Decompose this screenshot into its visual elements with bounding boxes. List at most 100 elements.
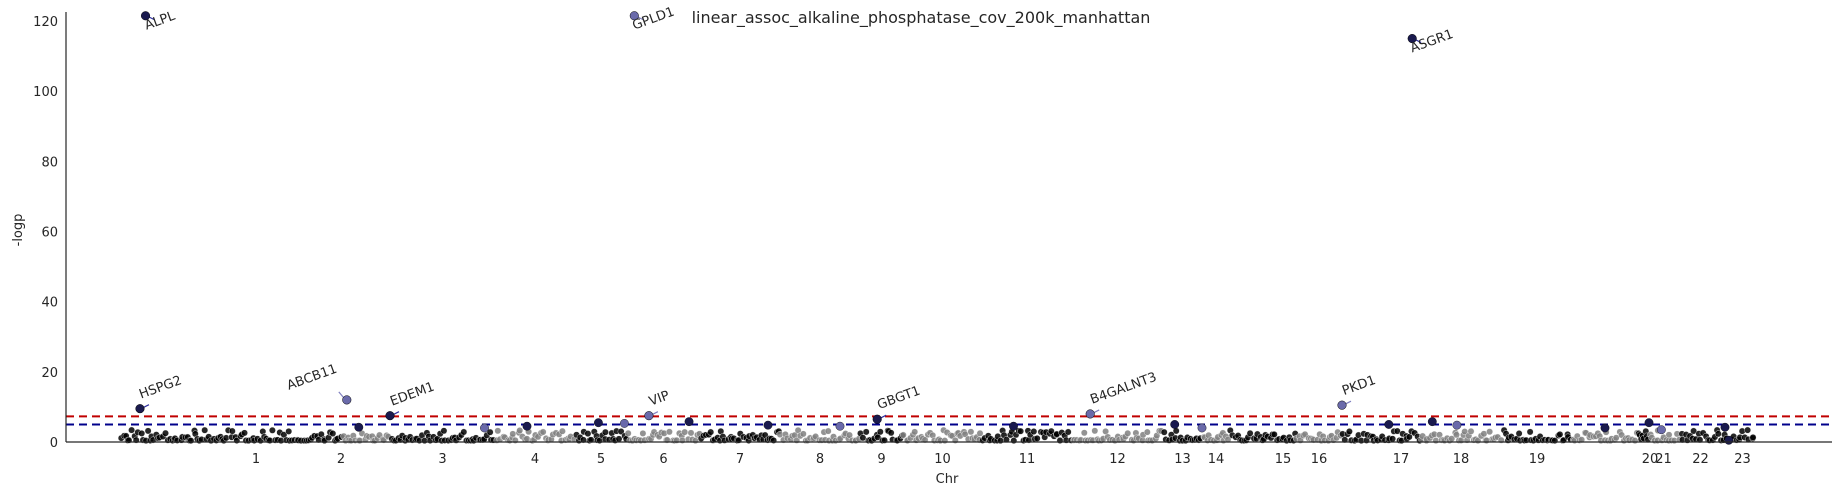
snp-point [1124,429,1132,437]
peak-point [1427,417,1437,427]
peak-point [620,419,629,428]
hit-point-gbgt1 [872,414,882,424]
snp-point [187,437,195,444]
peak-point [1600,423,1610,433]
snp-point [1080,429,1088,437]
x-tick-label-chr-23: 23 [1734,452,1751,467]
x-axis-label: Chr [936,472,959,487]
snp-point [494,427,502,435]
x-tick-label-chr-9: 9 [877,452,885,467]
snp-point [128,426,136,434]
hit-point-hspg2 [135,404,145,414]
snp-point [486,428,494,436]
snp-point [1246,429,1254,437]
x-tick-label-chr-15: 15 [1275,452,1292,467]
x-tick-label-chr-1: 1 [252,452,260,467]
snp-point [911,428,919,436]
peak-point [594,418,603,428]
snp-point [138,429,146,437]
peak-point [1384,420,1394,429]
snp-point [997,437,1004,444]
x-tick-label-chr-2: 2 [337,452,345,467]
snp-point [1631,437,1639,444]
snp-point [824,427,832,435]
snp-point [624,429,632,437]
snp-point [1346,428,1353,435]
annotation-arrow [338,391,345,399]
x-tick-label-chr-13: 13 [1174,452,1191,467]
snp-point [1578,436,1586,444]
gene-label-edem1: EDEM1 [388,380,436,410]
snp-point [1224,436,1232,443]
snp-point [201,426,209,434]
snp-point [876,428,884,436]
snp-point [967,428,975,436]
y-tick-label: 20 [41,366,58,381]
snp-point [1690,427,1698,435]
gene-label-gpld1: GPLD1 [631,5,677,34]
snp-point [976,429,984,437]
snp-point [1143,428,1151,436]
hit-point-edem1 [385,411,395,421]
peak-point [1724,435,1734,445]
snp-point [1714,430,1722,438]
snp-point [1017,427,1024,435]
y-tick-label: 120 [33,15,58,30]
peak-point [1720,422,1730,432]
hit-point-gpld1 [629,11,639,21]
snp-point [329,430,337,437]
snp-point [639,429,647,437]
snp-point [1486,428,1494,436]
snp-point [951,436,959,444]
hit-point-pkd1 [1337,400,1347,410]
x-tick-label-chr-14: 14 [1208,452,1225,467]
snp-point [1010,437,1018,444]
snp-point [770,436,777,444]
snp-point [317,430,325,438]
y-axis-label: -logp [11,214,26,247]
peak-point [835,421,845,431]
x-tick-label-chr-12: 12 [1109,452,1126,467]
snp-point [511,436,519,444]
hit-point-abcb11 [342,395,352,405]
snp-point [887,429,895,437]
snp-point [799,430,807,438]
snp-point [356,437,364,444]
peak-point [1452,420,1462,430]
y-tick-label: 60 [41,226,58,241]
chart-title: linear_assoc_alkaline_phosphatase_cov_20… [692,8,1151,28]
snp-point [1515,430,1523,437]
snp-point [692,437,699,444]
snp-point [1612,434,1620,442]
threshold-lines [66,415,1832,426]
snp-point [516,427,524,434]
y-tick-label: 0 [50,436,58,451]
gene-label-asgr1: ASGR1 [1408,27,1455,56]
snp-point [899,431,907,439]
snp-point [862,428,870,436]
snp-point [539,428,547,436]
peak-point [1657,425,1666,435]
snp-point [1393,427,1401,435]
snp-point [1556,430,1564,438]
snp-point [1064,428,1072,436]
gene-label-b4galnt3: B4GALNT3 [1088,370,1158,408]
snp-point [1480,430,1488,438]
snp-point [1483,437,1491,444]
snp-point [1696,436,1704,444]
x-tick-label-chr-16: 16 [1311,452,1328,467]
snp-point [1467,427,1475,435]
snp-point [228,427,236,435]
x-tick-label-chr-4: 4 [531,452,539,467]
snp-point [1056,437,1064,444]
y-tick-label: 100 [33,85,58,100]
snp-point [1341,436,1349,444]
snp-point [1030,428,1038,435]
peak-point [1197,423,1207,433]
x-tick-label-chr-6: 6 [659,452,667,467]
x-tick-label-chr-20: 20 [1642,452,1659,467]
x-tick-label-chr-18: 18 [1453,452,1470,467]
snp-point [1091,427,1099,435]
x-tick-label-chr-17: 17 [1393,452,1410,467]
